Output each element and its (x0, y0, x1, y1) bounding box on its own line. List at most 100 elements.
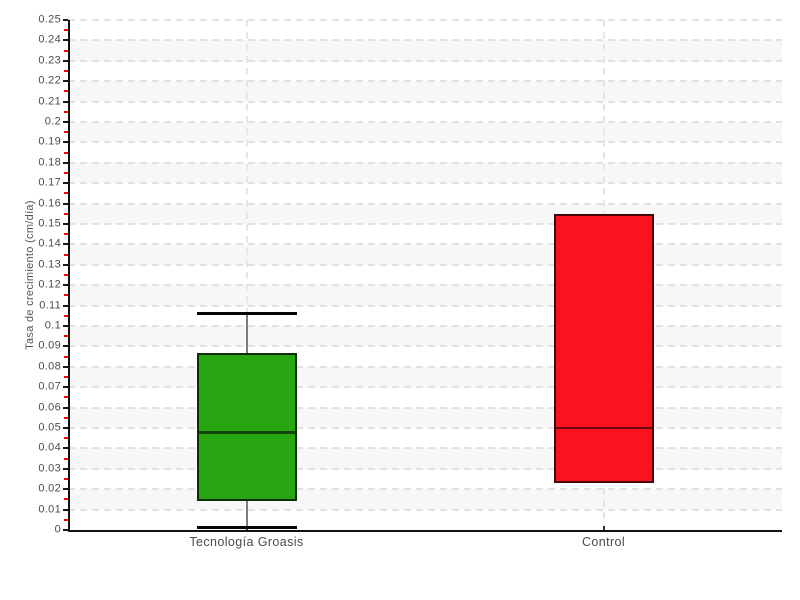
vertical-gridline (245, 20, 248, 530)
median-line (555, 426, 652, 430)
y-tick-label: 0.07 (38, 380, 61, 393)
horizontal-gridline (68, 447, 782, 450)
horizontal-gridline (68, 243, 782, 246)
y-tick-label: 0.24 (38, 33, 61, 46)
horizontal-gridline (68, 488, 782, 491)
y-minor-tick (64, 110, 68, 113)
horizontal-gridline (68, 263, 782, 266)
y-minor-tick (64, 274, 68, 276)
y-minor-tick (64, 396, 68, 399)
y-tick-label: 0.15 (38, 217, 61, 230)
y-major-tick (63, 365, 68, 368)
y-tick-label: 0.01 (38, 503, 61, 516)
box-tecnologia-groasis (196, 352, 297, 502)
y-major-tick (63, 182, 68, 185)
horizontal-gridline (68, 345, 782, 348)
horizontal-gridline (68, 365, 782, 368)
horizontal-gridline (68, 427, 782, 429)
y-minor-tick (64, 172, 68, 174)
y-minor-tick (64, 335, 68, 338)
median-line (198, 431, 295, 434)
plot-background-band (68, 285, 782, 306)
horizontal-gridline (68, 284, 782, 287)
y-tick-label: 0.14 (38, 237, 61, 250)
y-tick-label: 0.19 (38, 135, 61, 148)
y-tick-label: 0.11 (39, 299, 61, 312)
y-minor-tick (64, 49, 68, 52)
y-tick-label: 0.2 (44, 115, 61, 128)
box-control (553, 213, 654, 484)
y-major-tick (63, 325, 68, 327)
whisker-stem-upper (245, 313, 248, 353)
y-tick-label: 0.23 (38, 54, 61, 67)
horizontal-gridline (68, 202, 782, 205)
y-minor-tick (64, 192, 68, 195)
y-tick-label: 0.05 (38, 421, 61, 434)
y-major-tick (63, 508, 68, 511)
y-minor-tick (64, 131, 68, 134)
y-minor-tick (64, 478, 68, 480)
y-minor-tick (64, 294, 68, 297)
x-axis-line (68, 530, 782, 532)
plot-background-band (68, 448, 782, 469)
y-tick-label: 0.13 (38, 258, 61, 271)
y-tick-label: 0.25 (38, 13, 61, 26)
y-minor-tick (64, 498, 68, 501)
plot-background-band (68, 81, 782, 102)
y-minor-tick (64, 518, 68, 521)
whisker-stem-lower (245, 501, 248, 528)
horizontal-gridline (68, 19, 782, 21)
y-major-tick (63, 284, 68, 287)
y-major-tick (63, 202, 68, 205)
y-major-tick (63, 447, 68, 450)
y-major-tick (63, 39, 68, 42)
y-minor-tick (64, 376, 68, 378)
y-tick-label: 0.18 (38, 156, 61, 169)
y-major-tick (63, 19, 68, 21)
y-major-tick (63, 427, 68, 429)
y-major-tick (63, 80, 68, 83)
x-axis-tick (602, 526, 605, 530)
y-major-tick (63, 59, 68, 62)
y-tick-label: 0 (54, 523, 61, 536)
y-major-tick (63, 386, 68, 389)
y-minor-tick (64, 253, 68, 256)
plot-background-band (68, 326, 782, 347)
horizontal-gridline (68, 100, 782, 103)
y-minor-tick (64, 437, 68, 440)
horizontal-gridline (68, 508, 782, 511)
plot-background-band (68, 162, 782, 184)
plot-background-band (68, 40, 782, 61)
y-tick-label: 0.09 (38, 339, 61, 352)
horizontal-gridline (68, 121, 782, 123)
y-minor-tick (64, 151, 68, 154)
whisker-cap-upper (196, 312, 297, 316)
plot-background-band (68, 203, 782, 224)
y-minor-tick (64, 70, 68, 72)
y-major-tick (63, 161, 68, 164)
horizontal-gridline (68, 39, 782, 42)
y-major-tick (63, 488, 68, 491)
y-minor-tick (64, 212, 68, 215)
y-major-tick (63, 243, 68, 246)
y-major-tick (63, 529, 68, 531)
y-tick-label: 0.02 (38, 482, 61, 495)
plot-background-band (68, 244, 782, 265)
y-tick-label: 0.08 (38, 360, 61, 373)
y-axis-line (68, 20, 70, 530)
y-major-tick (63, 304, 68, 307)
y-major-tick (63, 100, 68, 103)
horizontal-gridline (68, 467, 782, 470)
y-major-tick (63, 467, 68, 470)
horizontal-gridline (68, 80, 782, 83)
y-tick-label: 0.17 (38, 176, 61, 189)
horizontal-gridline (68, 141, 782, 144)
x-category-label: Tecnología Groasis (189, 535, 304, 549)
y-major-tick (63, 345, 68, 348)
horizontal-gridline (68, 406, 782, 409)
horizontal-gridline (68, 59, 782, 62)
y-minor-tick (64, 314, 68, 317)
x-category-label: Control (581, 535, 626, 549)
plot-background-band (68, 122, 782, 143)
